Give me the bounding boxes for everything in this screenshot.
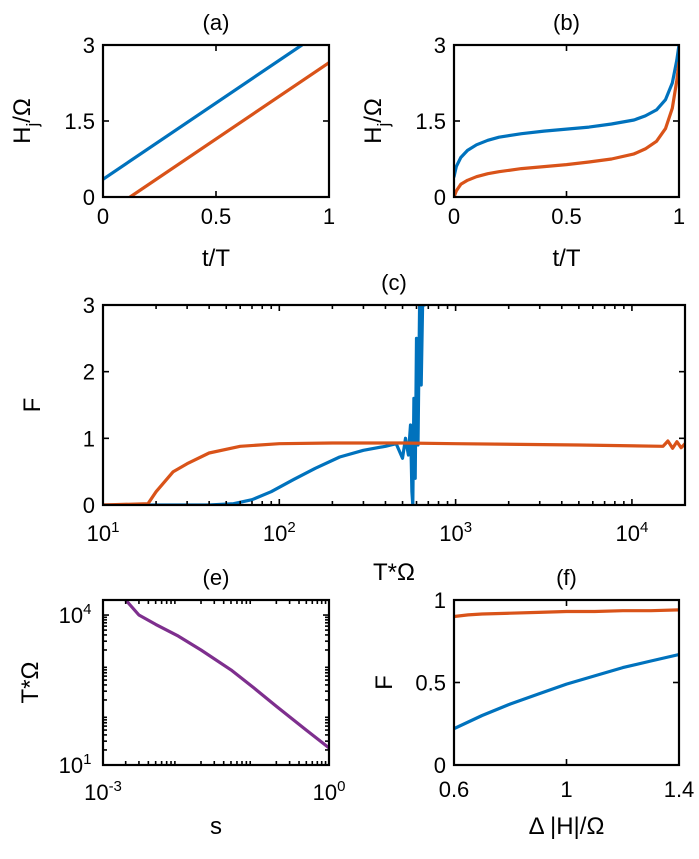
y-tick-label: 1.5 [64, 109, 95, 134]
series-orange-line [454, 608, 679, 619]
y-axis-label: F [371, 675, 398, 690]
y-tick-label: 0 [83, 493, 95, 518]
y-axis-label: T*Ω [17, 662, 44, 704]
x-tick-label: 102 [263, 519, 296, 546]
series-H1-line [103, 45, 304, 181]
x-axis-label: s [210, 813, 222, 840]
series-orange-line [103, 439, 685, 505]
x-tick-label: 1 [323, 204, 335, 229]
series-group [124, 600, 329, 750]
x-tick-label: 10-3 [84, 778, 122, 805]
x-tick-label: 0.5 [551, 204, 582, 229]
x-tick-label: 103 [439, 519, 472, 546]
panel-f: 0.6 1 1.4 0 0.5 1 (f) Δ |H|/Ω F [371, 565, 694, 840]
y-tick-label: 101 [59, 751, 92, 778]
x-axis-label: t/T [202, 245, 230, 272]
x-tick-label: 0.5 [201, 204, 232, 229]
y-tick-label: 0 [434, 753, 446, 778]
panel-e: 10-3 100 101 104 (e) s T*Ω [17, 565, 345, 840]
x-axis-label: t/T [553, 245, 581, 272]
panel-title: (b) [553, 10, 580, 35]
x-tick-label: 1.4 [664, 777, 695, 802]
panel-title: (c) [381, 270, 407, 295]
axes-box [101, 598, 331, 767]
panel-title: (f) [556, 565, 577, 590]
y-axis-label: F [19, 398, 46, 413]
y-tick-label: 1 [83, 426, 95, 451]
x-axis-label: T*Ω [373, 559, 415, 586]
panel-a: 0 0.5 1 0 1.5 3 (a) t/T Hj/Ω [9, 10, 335, 272]
y-tick-label: 3 [434, 33, 446, 58]
y-tick-label: 3 [83, 33, 95, 58]
panel-title: (a) [203, 10, 230, 35]
x-tick-label: 101 [87, 519, 120, 546]
axes-box [101, 303, 687, 507]
series-H2-line [128, 61, 329, 197]
series-group [454, 608, 679, 731]
series-group [454, 45, 679, 197]
y-axis-label: Hj/Ω [360, 98, 393, 144]
panel-b: 0 0.5 1 0 1.5 3 (b) t/T Hj/Ω [360, 10, 685, 272]
series-group [103, 45, 329, 197]
y-tick-label: 1 [434, 588, 446, 613]
x-tick-label: 104 [616, 519, 649, 546]
x-tick-label: 100 [313, 778, 346, 805]
y-tick-label: 0.5 [415, 671, 446, 696]
y-tick-label: 0 [83, 185, 95, 210]
x-tick-label: 1 [673, 204, 685, 229]
y-axis-label: Hj/Ω [9, 98, 42, 144]
x-axis-label: Δ |H|/Ω [529, 813, 605, 840]
y-tick-label: 3 [83, 293, 95, 318]
series-group [103, 305, 685, 505]
series-blue-line [454, 652, 679, 731]
x-tick-label: 0 [97, 204, 109, 229]
x-tick-label: 0 [448, 204, 460, 229]
y-tick-label: 2 [83, 360, 95, 385]
axes-box [101, 43, 331, 199]
x-tick-label: 0.6 [439, 777, 470, 802]
y-tick-label: 104 [59, 601, 92, 628]
y-tick-label: 1.5 [415, 109, 446, 134]
panel-title: (e) [203, 565, 230, 590]
x-tick-label: 1 [560, 777, 572, 802]
series-blue-line [103, 305, 426, 505]
series-H2-line [454, 61, 679, 197]
series-T*-line [124, 600, 329, 750]
series-H1-line [454, 45, 679, 179]
y-tick-label: 0 [434, 185, 446, 210]
panel-c: 101 102 103 104 0 1 2 3 (c) T*Ω F [19, 270, 687, 586]
